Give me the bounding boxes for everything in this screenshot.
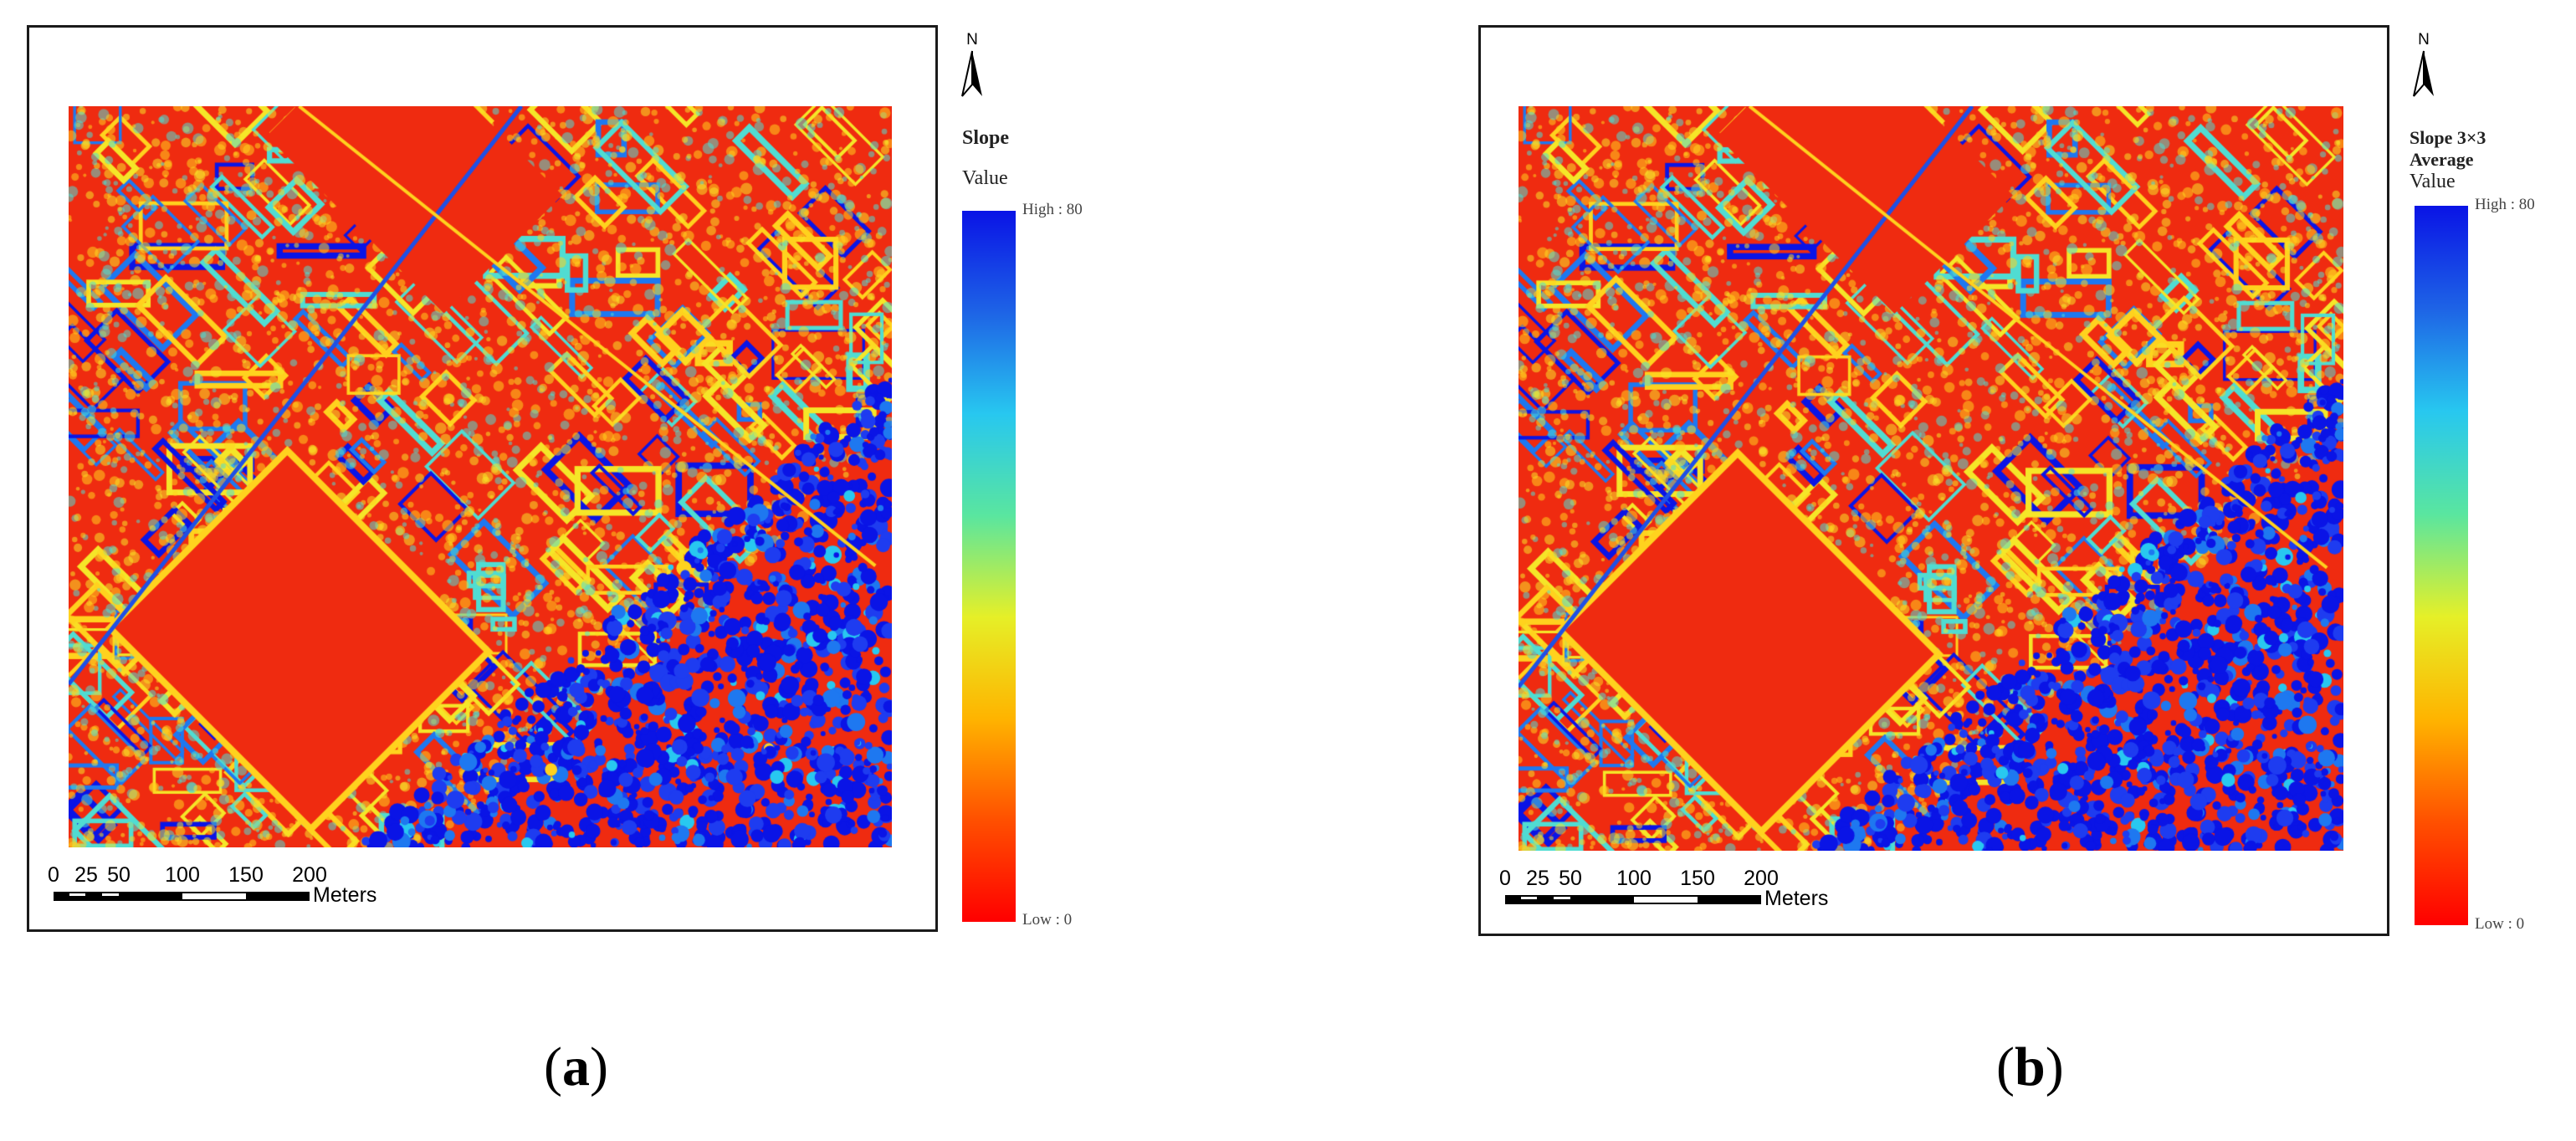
legend-subtitle-a: Value <box>962 167 1008 189</box>
caption-letter-b: b <box>2014 1036 2046 1098</box>
slope-average-raster-b <box>1518 106 2343 851</box>
legend-high-a: High : 80 <box>1022 201 1083 218</box>
caption-letter-a: a <box>561 1036 590 1098</box>
slope-raster-a <box>69 106 892 847</box>
legend-low-b: Low : 0 <box>2475 915 2525 933</box>
scale-tick-25: 25 <box>74 863 98 887</box>
scale-bar-b: 0 25 50 100 150 200 Meters <box>1499 867 1828 910</box>
legend-title-a: Slope <box>962 127 1010 149</box>
scale-tick-100: 100 <box>165 863 200 887</box>
north-arrow-a: N <box>955 29 989 105</box>
color-ramp-a <box>962 211 1016 922</box>
scale-tick-25: 25 <box>1526 867 1549 890</box>
scale-bar-a: 0 25 50 100 150 200 Meters <box>48 863 376 907</box>
legend-high-b: High : 80 <box>2475 196 2535 213</box>
scale-tick-200: 200 <box>292 863 327 887</box>
scale-tick-0: 0 <box>1499 867 1511 890</box>
legend-subtitle-b: Value <box>2410 171 2456 192</box>
scale-tick-50: 50 <box>107 863 131 887</box>
scale-tick-200: 200 <box>1744 867 1779 890</box>
scale-unit: Meters <box>1764 887 1828 910</box>
caption-a: (a) <box>544 1036 608 1098</box>
legend-title-line2-b: Average <box>2410 149 2474 170</box>
scale-tick-150: 150 <box>1680 867 1715 890</box>
north-arrow-b: N <box>2407 29 2440 105</box>
legend-title-line1-b: Slope 3×3 <box>2410 127 2486 148</box>
scale-tick-150: 150 <box>228 863 264 887</box>
scale-tick-50: 50 <box>1559 867 1582 890</box>
color-ramp-b <box>2415 206 2468 925</box>
caption-b: (b) <box>1996 1036 2064 1098</box>
north-label: N <box>2418 31 2430 49</box>
legend-low-a: Low : 0 <box>1022 911 1073 929</box>
scale-tick-0: 0 <box>48 863 59 887</box>
scale-unit: Meters <box>313 883 376 907</box>
scale-tick-100: 100 <box>1616 867 1652 890</box>
north-label: N <box>966 31 978 49</box>
